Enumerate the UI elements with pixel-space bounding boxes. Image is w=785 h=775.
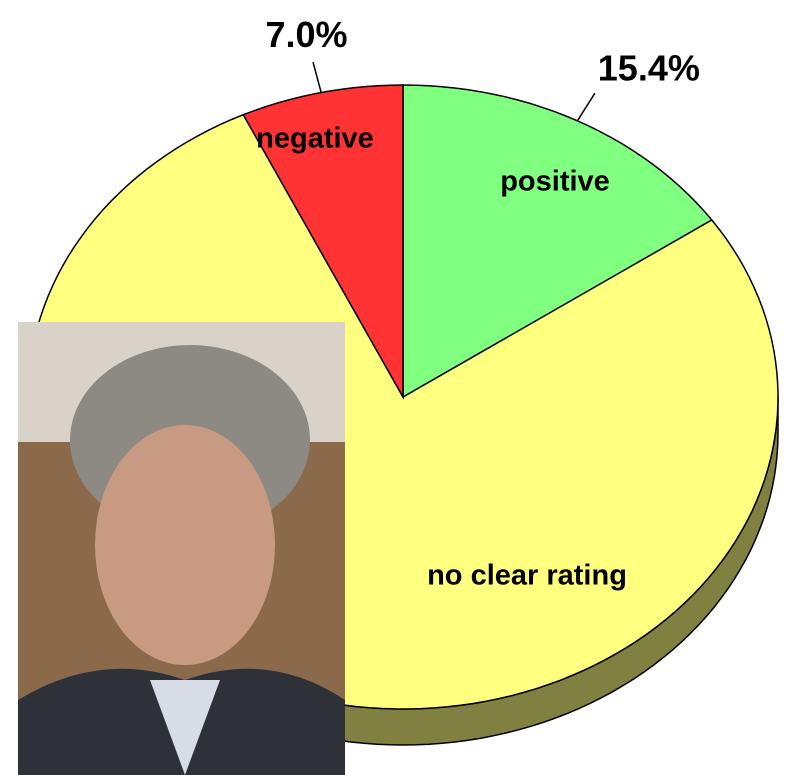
labels: positive 15.4% no clear rating negative 7.0% [256, 14, 700, 591]
photo-face [95, 425, 275, 665]
slice-label: no clear rating [427, 560, 627, 592]
leader-line [576, 92, 596, 122]
photo-shirt [150, 680, 220, 775]
leader-line [312, 61, 322, 93]
pie-slice [242, 84, 404, 400]
slice-label: negative [256, 123, 374, 155]
value-label: 15.4% [598, 48, 700, 89]
pie-slice [402, 84, 713, 399]
slice-label: positive [500, 166, 610, 198]
value-label: 7.0% [265, 14, 347, 55]
photo [18, 322, 345, 775]
